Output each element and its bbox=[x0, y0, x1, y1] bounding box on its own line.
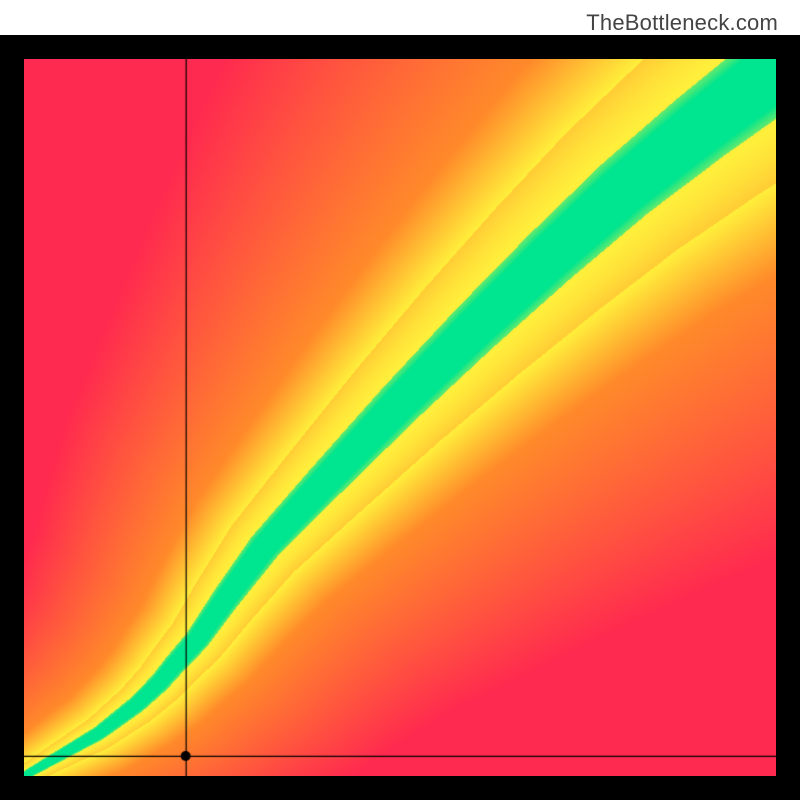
watermark-text: TheBottleneck.com bbox=[586, 10, 778, 36]
figure-container: TheBottleneck.com bbox=[0, 0, 800, 800]
outer-black-frame bbox=[0, 35, 800, 800]
crosshair-overlay bbox=[24, 59, 776, 776]
